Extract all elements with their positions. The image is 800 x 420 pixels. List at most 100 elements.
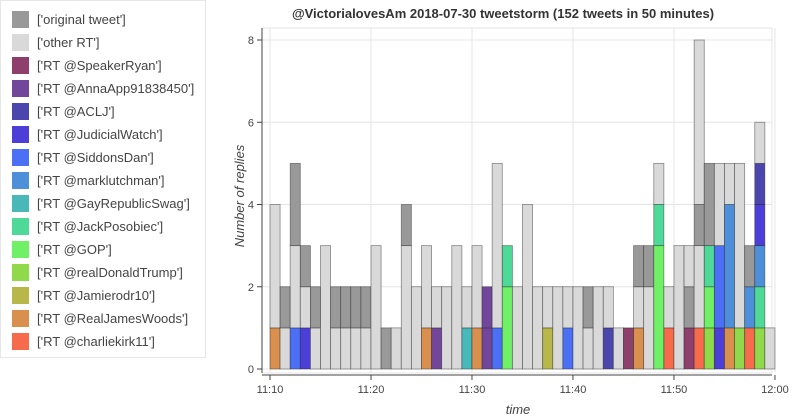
bar-segment (612, 327, 624, 370)
bar-segment (754, 286, 766, 329)
legend-label: ['RT @marklutchman'] (37, 172, 165, 188)
bar-segment (360, 286, 372, 329)
legend-item[interactable]: ['RT @JackPosobiec'] (12, 217, 163, 235)
bar-segment (400, 204, 412, 247)
bar-segment (693, 204, 705, 247)
bar-segment (582, 327, 594, 370)
legend-swatch (12, 240, 29, 258)
bar-segment (663, 286, 675, 329)
bar-segment (390, 327, 402, 370)
x-tick-label: 11:30 (459, 384, 486, 396)
axes: 0 2 4 6 8 11:10 11:20 11:30 11:40 11:50 12:00 (248, 28, 789, 396)
legend-item[interactable]: ['RT @SiddonsDan'] (12, 148, 154, 166)
legend-label: ['other RT'] (37, 34, 100, 50)
bar-segment (764, 327, 776, 370)
bar-segment (703, 327, 715, 370)
bar-segment (653, 245, 665, 370)
bar-segment (441, 286, 453, 370)
legend-item[interactable]: ['RT @AnnaApp91838450'] (12, 79, 194, 97)
bar-segment (269, 327, 281, 370)
x-tick-label: 11:20 (358, 384, 385, 396)
bar-segment (592, 286, 604, 370)
legend-swatch (12, 217, 29, 235)
bar-segment (471, 327, 483, 370)
bar-segment (471, 245, 483, 329)
bar-segment (370, 245, 382, 370)
bar-segment (431, 327, 443, 370)
legend-swatch (12, 102, 29, 120)
legend-swatch (12, 171, 29, 189)
legend-swatch (12, 79, 29, 97)
bar-segment (602, 327, 614, 370)
bar-segment (724, 162, 735, 205)
bar-segment (350, 327, 362, 370)
legend-label: ['RT @SiddonsDan'] (37, 149, 154, 165)
bar-segment (744, 286, 756, 329)
bar-segment (491, 162, 503, 329)
legend-label: ['original tweet'] (37, 11, 126, 27)
x-tick-label: 11:10 (257, 384, 284, 396)
bar-segment (299, 286, 311, 329)
legend-label: ['RT @GayRepublicSwag'] (37, 195, 190, 211)
bar-segment (633, 327, 645, 370)
bar-segment (693, 327, 705, 370)
legend-label: ['RT @AnnaApp91838450'] (37, 80, 195, 96)
legend-item[interactable]: ['original tweet'] (12, 10, 126, 28)
legend-swatch (12, 33, 29, 51)
legend-item[interactable]: ['RT @SpeakerRyan'] (12, 56, 162, 74)
bar-segment (340, 327, 352, 370)
bar-segment (713, 245, 725, 329)
bar-segment (703, 162, 715, 247)
legend-item[interactable]: ['RT @GOP'] (12, 240, 112, 258)
bar-segment (532, 286, 544, 370)
bar-segment (623, 327, 634, 370)
legend-label: ['RT @realDonaldTrump'] (37, 264, 183, 280)
bar-segment (491, 327, 503, 370)
bar-segment (309, 286, 321, 329)
bar-segment (501, 286, 513, 370)
x-tick-label: 11:40 (560, 384, 587, 396)
legend: ['original tweet'] ['other RT'] ['RT @Spea… (0, 0, 206, 358)
y-tick-label: 0 (248, 364, 254, 376)
legend-item[interactable]: ['RT @charliekirk11'] (12, 332, 155, 350)
legend-item[interactable]: ['other RT'] (12, 33, 100, 51)
bar-segment (562, 327, 574, 370)
bar-segment (663, 327, 675, 370)
chart-title: @VictorialovesAm 2018-07-30 tweetstorm (… (292, 6, 714, 21)
legend-item[interactable]: ['RT @ACLJ'] (12, 102, 115, 120)
legend-item[interactable]: ['RT @GayRepublicSwag'] (12, 194, 190, 212)
bar-segment (633, 245, 645, 288)
x-axis-label: time (506, 402, 531, 417)
y-tick-label: 8 (248, 35, 254, 47)
bar-segment (754, 121, 766, 164)
legend-item[interactable]: ['RT @marklutchman'] (12, 171, 165, 189)
x-tick-label: 11:50 (661, 384, 688, 396)
bar-segment (309, 327, 321, 370)
legend-swatch (12, 56, 29, 74)
bar-segment (713, 327, 725, 370)
bar-segment (724, 327, 735, 370)
bar-segment (289, 327, 301, 370)
bar-segment (754, 204, 766, 247)
bar-segment (653, 162, 665, 205)
legend-item[interactable]: ['RT @RealJamesWoods'] (12, 309, 188, 327)
bar-segment (461, 286, 473, 329)
legend-swatch (12, 194, 29, 212)
legend-item[interactable]: ['RT @JudicialWatch'] (12, 125, 163, 143)
bar-segment (683, 286, 695, 329)
bar-segment (279, 327, 291, 370)
legend-swatch (12, 263, 29, 281)
bar-segment (713, 162, 725, 247)
legend-label: ['RT @ACLJ'] (37, 103, 115, 119)
bar-segment (340, 286, 352, 329)
bar-segment (643, 245, 655, 288)
bar-segment (481, 327, 493, 370)
bar-segment (431, 286, 443, 329)
bar-segment (330, 327, 342, 370)
legend-label: ['RT @charliekirk11'] (37, 333, 155, 349)
legend-item[interactable]: ['RT @Jamierodr10'] (12, 286, 155, 304)
legend-item[interactable]: ['RT @realDonaldTrump'] (12, 263, 183, 281)
bar-segment (703, 286, 715, 329)
bar-segment (461, 327, 473, 370)
bar-segment (289, 162, 301, 247)
